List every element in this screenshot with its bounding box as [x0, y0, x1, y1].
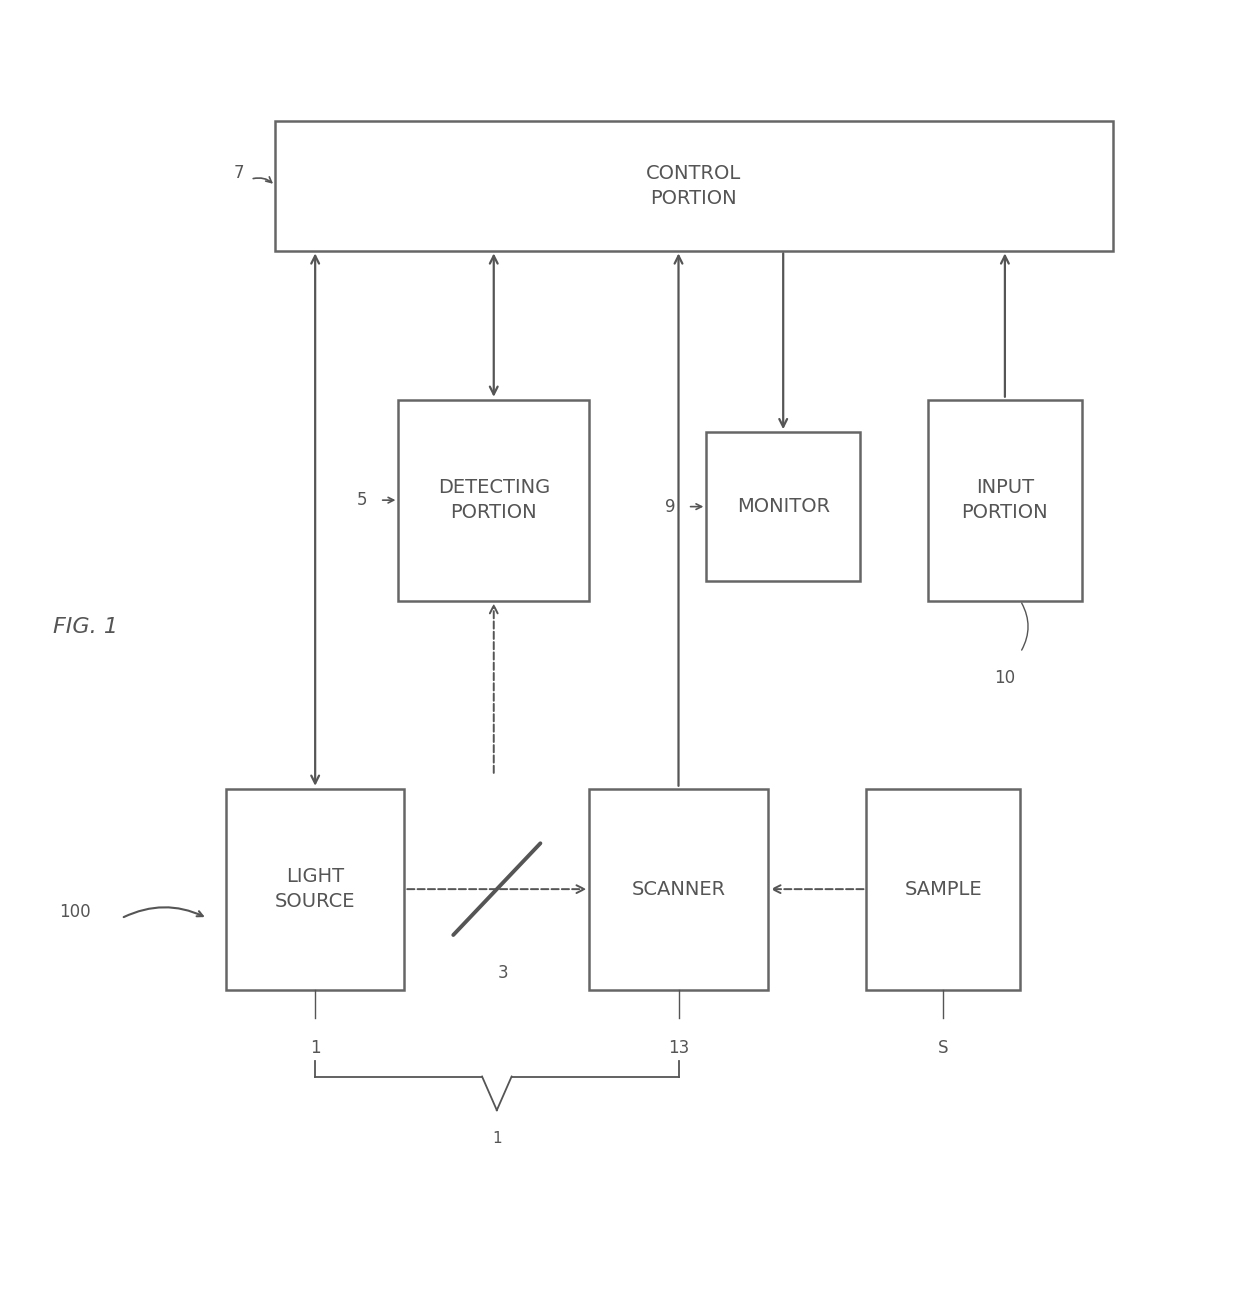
- FancyBboxPatch shape: [226, 788, 404, 989]
- Text: 100: 100: [60, 903, 92, 921]
- FancyBboxPatch shape: [928, 399, 1081, 600]
- Text: 7: 7: [234, 163, 244, 181]
- FancyBboxPatch shape: [589, 788, 768, 989]
- Text: MONITOR: MONITOR: [737, 497, 830, 515]
- Text: 1: 1: [492, 1131, 502, 1146]
- Text: SCANNER: SCANNER: [631, 880, 725, 899]
- FancyBboxPatch shape: [275, 121, 1112, 251]
- Text: DETECTING
PORTION: DETECTING PORTION: [438, 478, 549, 522]
- Text: S: S: [939, 1039, 949, 1057]
- Text: 10: 10: [994, 669, 1016, 688]
- Text: 9: 9: [665, 497, 676, 515]
- Text: CONTROL
PORTION: CONTROL PORTION: [646, 163, 742, 207]
- FancyBboxPatch shape: [707, 432, 861, 581]
- Text: FIG. 1: FIG. 1: [53, 616, 119, 637]
- Text: SAMPLE: SAMPLE: [904, 880, 982, 899]
- Text: 3: 3: [497, 964, 508, 983]
- Text: LIGHT
SOURCE: LIGHT SOURCE: [275, 867, 356, 911]
- FancyBboxPatch shape: [867, 788, 1021, 989]
- Text: 13: 13: [668, 1039, 689, 1057]
- FancyBboxPatch shape: [398, 399, 589, 600]
- Text: 1: 1: [310, 1039, 320, 1057]
- Text: 5: 5: [357, 491, 367, 509]
- Text: INPUT
PORTION: INPUT PORTION: [961, 478, 1048, 522]
